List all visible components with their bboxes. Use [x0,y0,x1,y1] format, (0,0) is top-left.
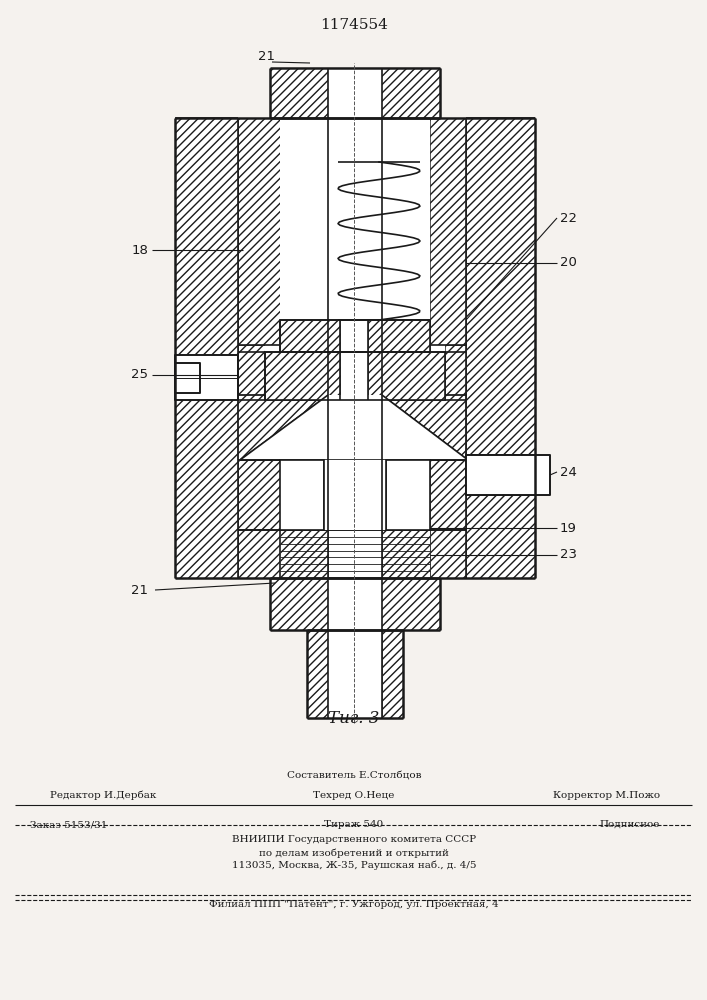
Text: 23: 23 [560,548,577,562]
Text: Техред О.Неце: Техред О.Неце [313,791,395,800]
Bar [175,118,238,578]
Text: Заказ 5153/31: Заказ 5153/31 [30,820,107,829]
Bar [368,352,445,400]
Bar [238,118,280,345]
Bar [238,460,280,578]
Bar [175,363,200,393]
Bar [466,118,535,578]
Bar [175,355,238,400]
Text: Тираж 540: Тираж 540 [325,820,384,829]
Bar [280,460,324,530]
Text: 24: 24 [560,466,577,479]
Text: 21: 21 [131,584,148,596]
Text: по делам изобретений и открытий: по делам изобретений и открытий [259,848,449,857]
Text: ВНИИПИ Государственного комитета СССР: ВНИИПИ Государственного комитета СССР [232,835,476,844]
Bar [238,345,265,395]
Bar [445,345,466,395]
Polygon shape [240,395,468,460]
Text: 21: 21 [258,50,275,64]
Bar [238,118,280,345]
Bar [328,630,382,718]
Text: 25: 25 [131,368,148,381]
Bar [280,320,430,352]
Bar [265,352,340,400]
Bar [316,118,466,345]
Bar [328,578,382,630]
Text: Редактор И.Дербак: Редактор И.Дербак [50,790,156,800]
Bar [280,460,430,578]
Text: Τиг. 3: Τиг. 3 [328,710,380,727]
Text: 113035, Москва, Ж-35, Раушская наб., д. 4/5: 113035, Москва, Ж-35, Раушская наб., д. … [232,861,477,870]
Bar [328,68,382,118]
Bar [430,118,466,345]
Bar [382,530,430,578]
Bar [466,455,535,495]
Bar [280,530,328,578]
Text: 20: 20 [560,256,577,269]
Bar [265,352,445,400]
Polygon shape [240,395,468,460]
Text: Подписное: Подписное [600,820,660,829]
Text: Корректор М.Пожо: Корректор М.Пожо [553,791,660,800]
Bar [382,630,403,718]
Bar [368,320,430,352]
Text: Составитель Е.Столбцов: Составитель Е.Столбцов [287,771,421,780]
Polygon shape [382,395,468,460]
Text: 19: 19 [560,522,577,534]
Bar [265,345,445,395]
Text: 18: 18 [131,243,148,256]
Bar [466,455,550,495]
Text: 1174554: 1174554 [320,18,388,32]
Text: Филиал ППП "Патент", г. Ужгород, ул. Проектная, 4: Филиал ППП "Патент", г. Ужгород, ул. Про… [209,900,499,909]
Polygon shape [238,395,328,460]
Bar [270,68,440,118]
Bar [270,578,440,630]
Bar [280,320,340,352]
Bar [280,530,430,578]
Bar [324,460,386,530]
Text: 22: 22 [560,212,577,225]
Bar [386,460,430,530]
Bar [307,630,328,718]
Bar [280,118,430,345]
Bar [430,460,466,578]
